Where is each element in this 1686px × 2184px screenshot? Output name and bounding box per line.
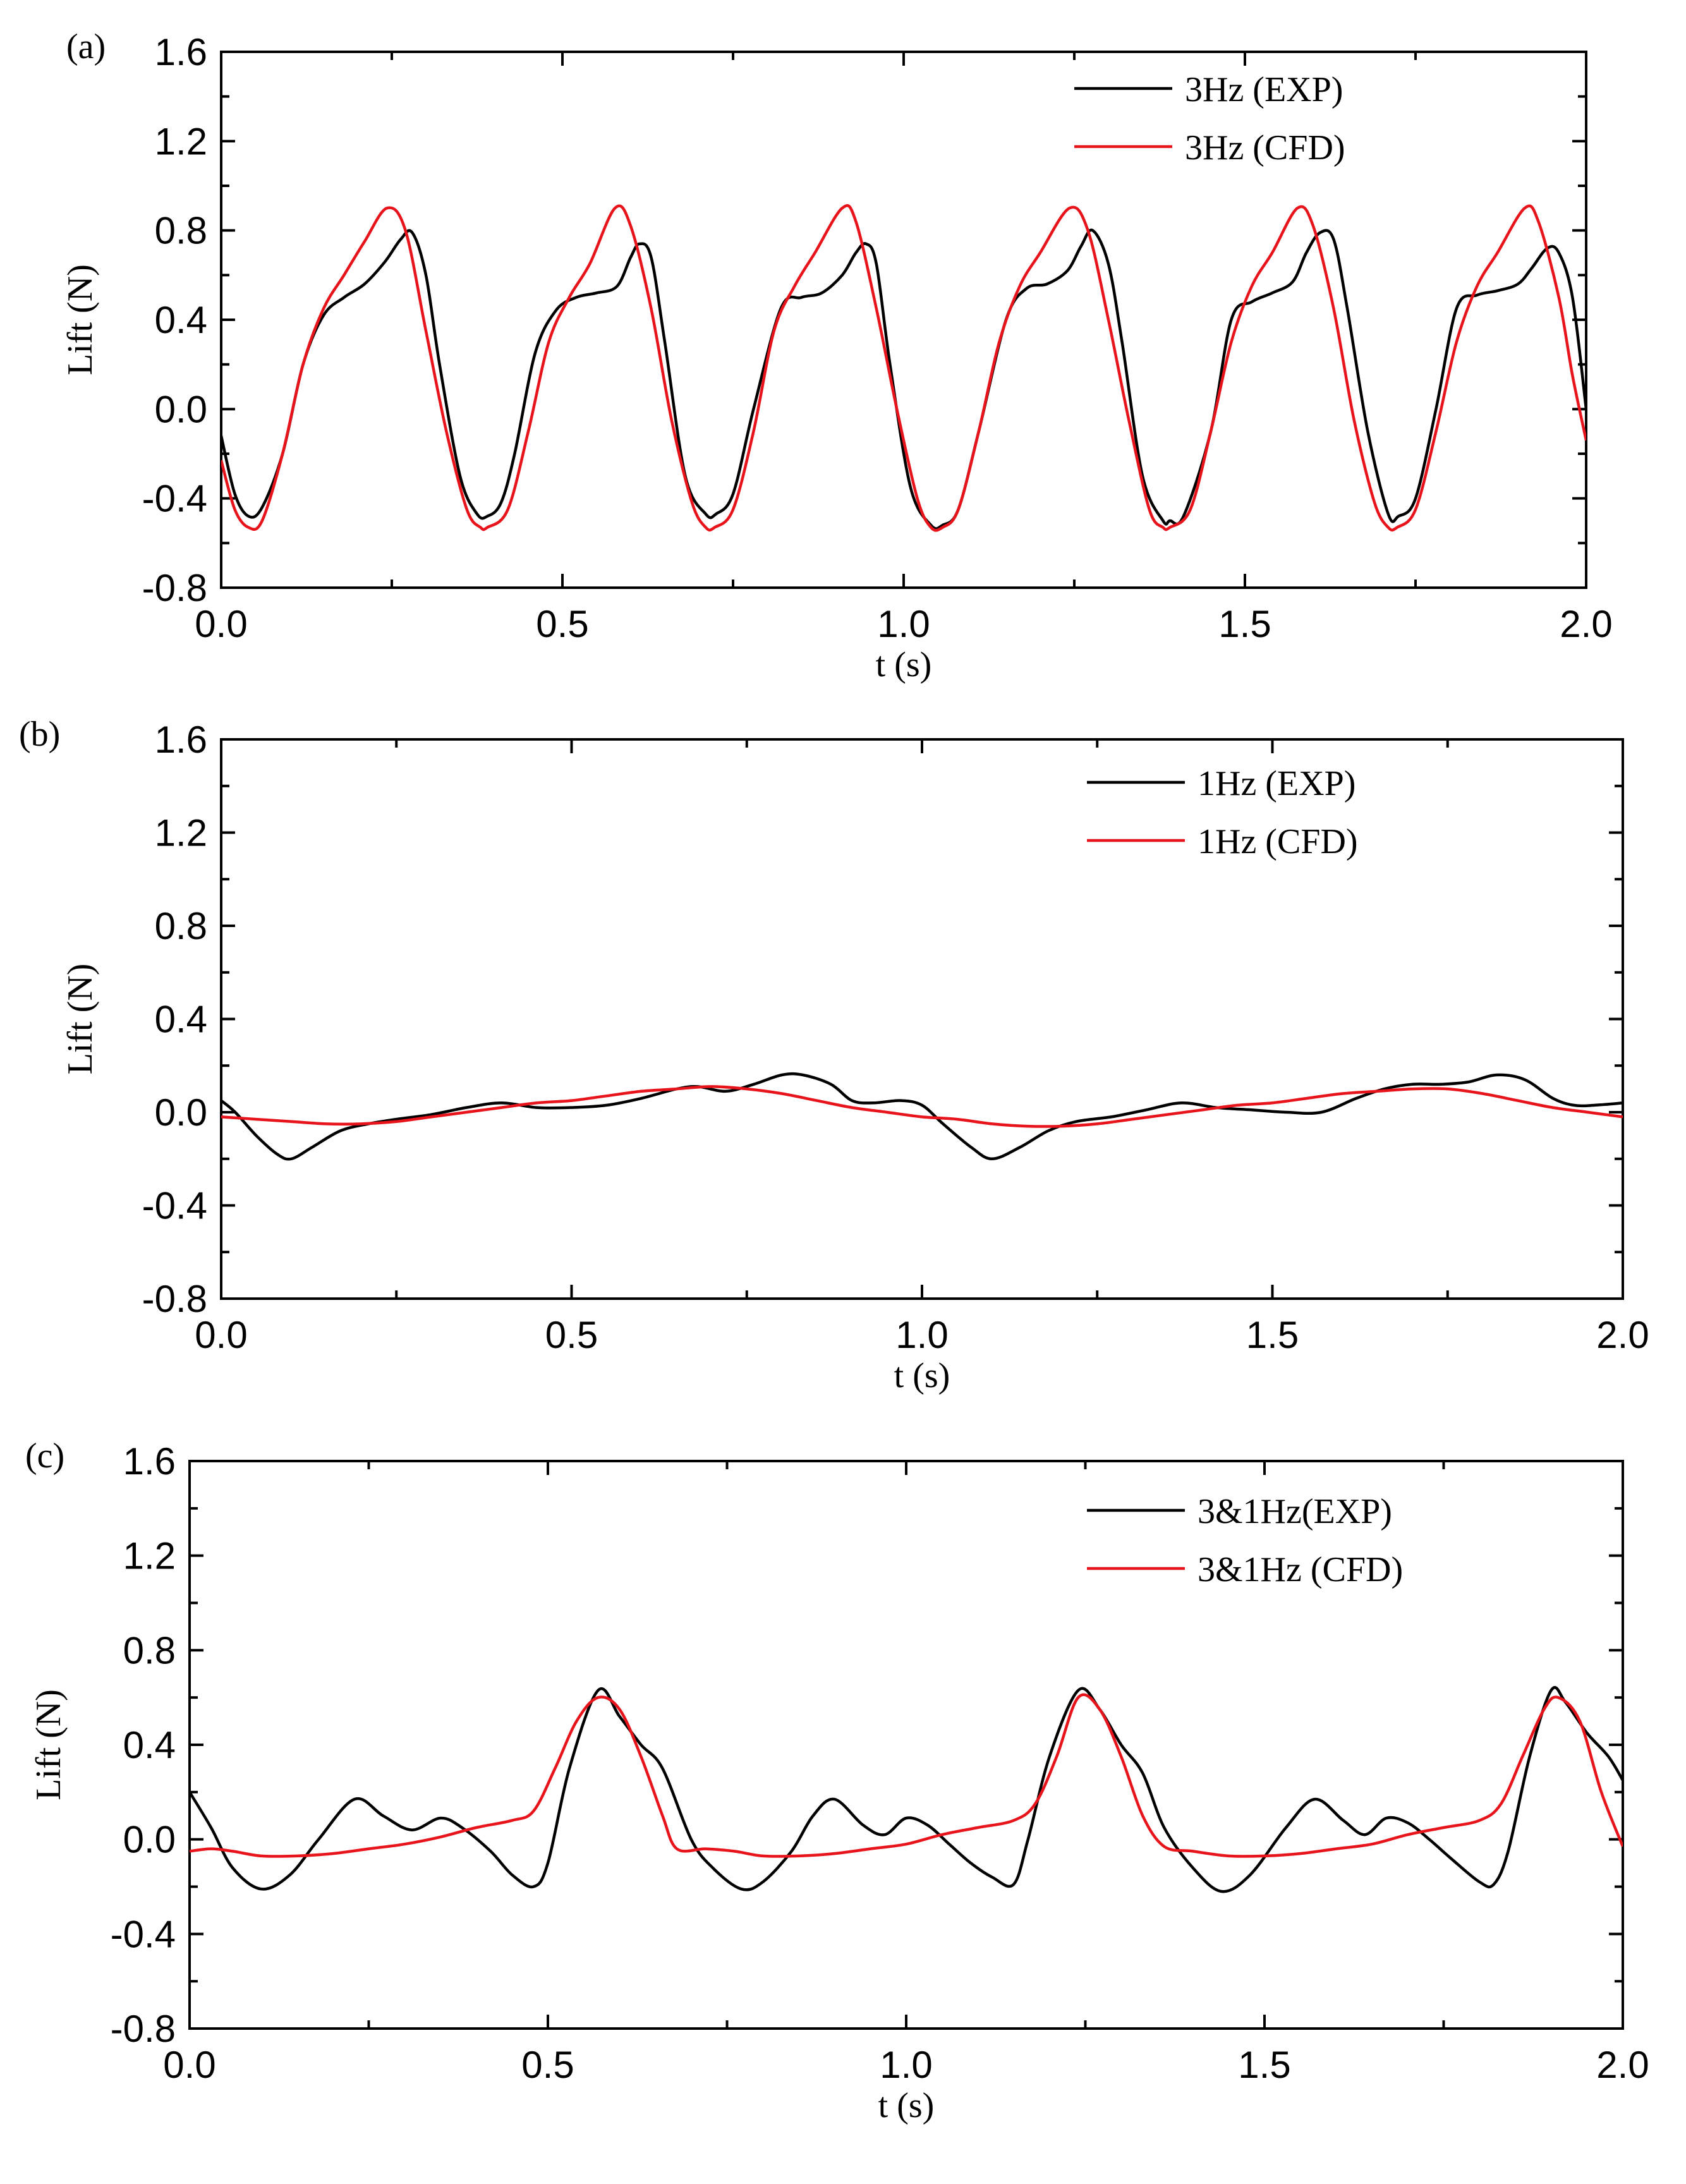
x-axis-title: t (s) (878, 2086, 935, 2125)
y-tick-label: 0.8 (155, 210, 207, 252)
y-axis-title: Lift (N) (29, 1689, 68, 1800)
y-tick-label: -0.8 (142, 567, 207, 609)
x-tick-label: 1.0 (877, 603, 930, 645)
panel-label: (b) (19, 715, 60, 754)
x-tick-label: 1.0 (895, 1314, 948, 1356)
panel-label: (c) (25, 1436, 64, 1476)
y-axis-title: Lift (N) (61, 264, 100, 375)
x-tick-label: 1.5 (1218, 603, 1271, 645)
y-tick-label: 1.6 (123, 1440, 176, 1483)
x-axis-title: t (s) (876, 645, 932, 684)
y-tick-label: 1.2 (155, 120, 207, 162)
x-tick-label: 1.5 (1238, 2044, 1290, 2086)
y-tick-label: 0.0 (155, 388, 207, 430)
legend-label: 3&1Hz(EXP) (1198, 1492, 1392, 1531)
series-line-exp (221, 228, 1586, 530)
y-tick-label: -0.4 (142, 1185, 207, 1227)
x-tick-label: 2.0 (1596, 2044, 1649, 2086)
plot-frame (220, 51, 1587, 589)
x-tick-label: 2.0 (1596, 1314, 1649, 1356)
series-line-cfd (190, 1693, 1623, 1858)
y-tick-label: 0.0 (123, 1819, 176, 1861)
y-tick-label: 1.6 (155, 719, 207, 761)
x-tick-label: 0.5 (536, 603, 588, 645)
series-line-cfd (221, 1085, 1623, 1128)
x-tick-label: 0.5 (521, 2044, 574, 2086)
y-tick-label: 0.8 (155, 905, 207, 947)
legend-label: 3&1Hz (CFD) (1198, 1550, 1403, 1589)
y-axis-title: Lift (N) (61, 964, 100, 1075)
x-tick-label: 0.0 (195, 1314, 247, 1356)
y-tick-label: 0.4 (123, 1724, 176, 1766)
plot-frame (220, 738, 1624, 1300)
y-tick-label: 1.2 (155, 812, 207, 854)
chart-panel-1: 0.0 0.5 1.0 1.5 2.0 -0.8 -0.4 0.0 0.4 0.8 1.2 1.6 t … (61, 27, 1613, 684)
x-axis-title: t (s) (894, 1356, 950, 1395)
y-tick-label: 1.6 (155, 31, 207, 73)
legend-label: 3Hz (EXP) (1185, 70, 1343, 109)
legend-label: 1Hz (EXP) (1198, 764, 1355, 803)
x-tick-label: 0.0 (163, 2044, 215, 2086)
series-line-cfd (221, 204, 1586, 532)
x-tick-label: 1.0 (880, 2044, 932, 2086)
y-tick-label: -0.4 (111, 1913, 176, 1955)
series-line-exp (221, 1072, 1623, 1161)
y-tick-label: -0.8 (142, 1278, 207, 1320)
legend-label: 1Hz (CFD) (1198, 822, 1358, 861)
plot-frame (188, 1460, 1624, 2030)
x-tick-label: 1.5 (1246, 1314, 1299, 1356)
series-line-exp (190, 1685, 1623, 1893)
y-tick-label: 0.4 (155, 299, 207, 341)
y-tick-label: 0.8 (123, 1629, 176, 1671)
x-tick-label: 0.0 (195, 603, 247, 645)
x-tick-label: 0.5 (545, 1314, 598, 1356)
y-tick-label: 0.0 (155, 1091, 207, 1134)
chart-panel-2: 0.0 0.5 1.0 1.5 2.0 -0.8 -0.4 0.0 0.4 0.8 1.2 1.6 t … (19, 715, 1649, 1395)
y-tick-label: -0.8 (111, 2008, 176, 2050)
legend-label: 3Hz (CFD) (1185, 128, 1345, 167)
x-tick-label: 2.0 (1560, 603, 1612, 645)
y-tick-label: 0.4 (155, 998, 207, 1041)
panel-label: (a) (66, 27, 106, 66)
chart-panel-3: 0.0 0.5 1.0 1.5 2.0 -0.8 -0.4 0.0 0.4 0.8 1.2 1.6 t … (25, 1436, 1649, 2125)
y-tick-label: -0.4 (142, 478, 207, 520)
y-tick-label: 1.2 (123, 1535, 176, 1577)
